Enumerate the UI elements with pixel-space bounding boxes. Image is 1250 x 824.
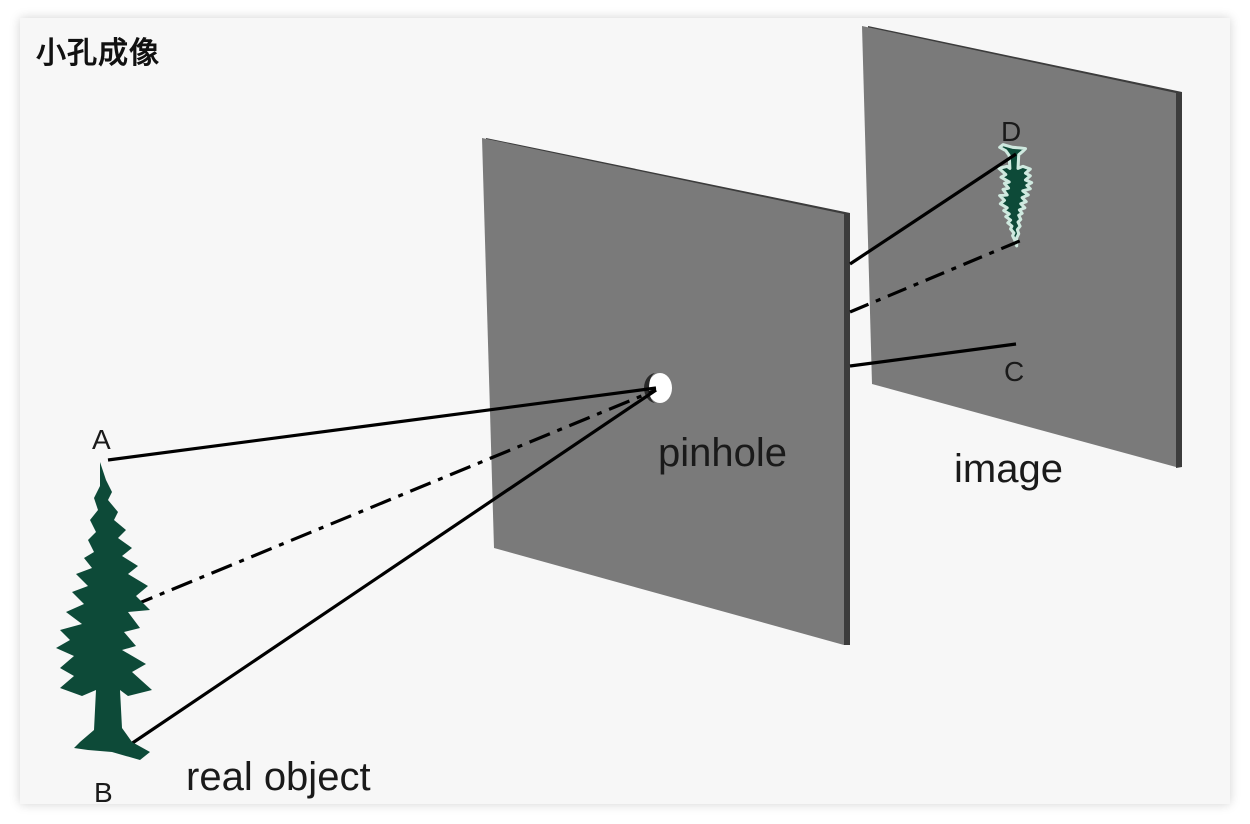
ray-to-point-c: [849, 342, 1017, 368]
ray-center-to-pinhole: [131, 388, 657, 608]
point-c-label: C: [1004, 356, 1024, 387]
image-label: image: [954, 447, 1063, 491]
object-tree-shape: [56, 462, 152, 760]
real-object-label: real object: [186, 755, 371, 799]
page-title: 小孔成像: [36, 36, 160, 71]
pinhole-screen: [482, 138, 850, 645]
inverted-tree-outline: [997, 143, 1034, 248]
image-screen-face: [862, 26, 1176, 467]
ray-center-to-image: [849, 238, 1023, 314]
light-rays: [107, 152, 1023, 748]
image-screen: [862, 26, 1182, 468]
inverted-tree-icon: [997, 143, 1034, 248]
ray-to-point-d: [849, 152, 1017, 266]
pinhole-label: pinhole: [658, 431, 787, 475]
ray-b-to-pinhole: [127, 388, 657, 748]
point-d-label: D: [1001, 116, 1021, 147]
evergreen-tree-icon: [56, 462, 152, 760]
point-a-label: A: [92, 424, 111, 455]
pinhole-hole: [648, 373, 672, 403]
point-b-label: B: [94, 777, 113, 808]
ray-a-to-pinhole: [107, 386, 657, 462]
